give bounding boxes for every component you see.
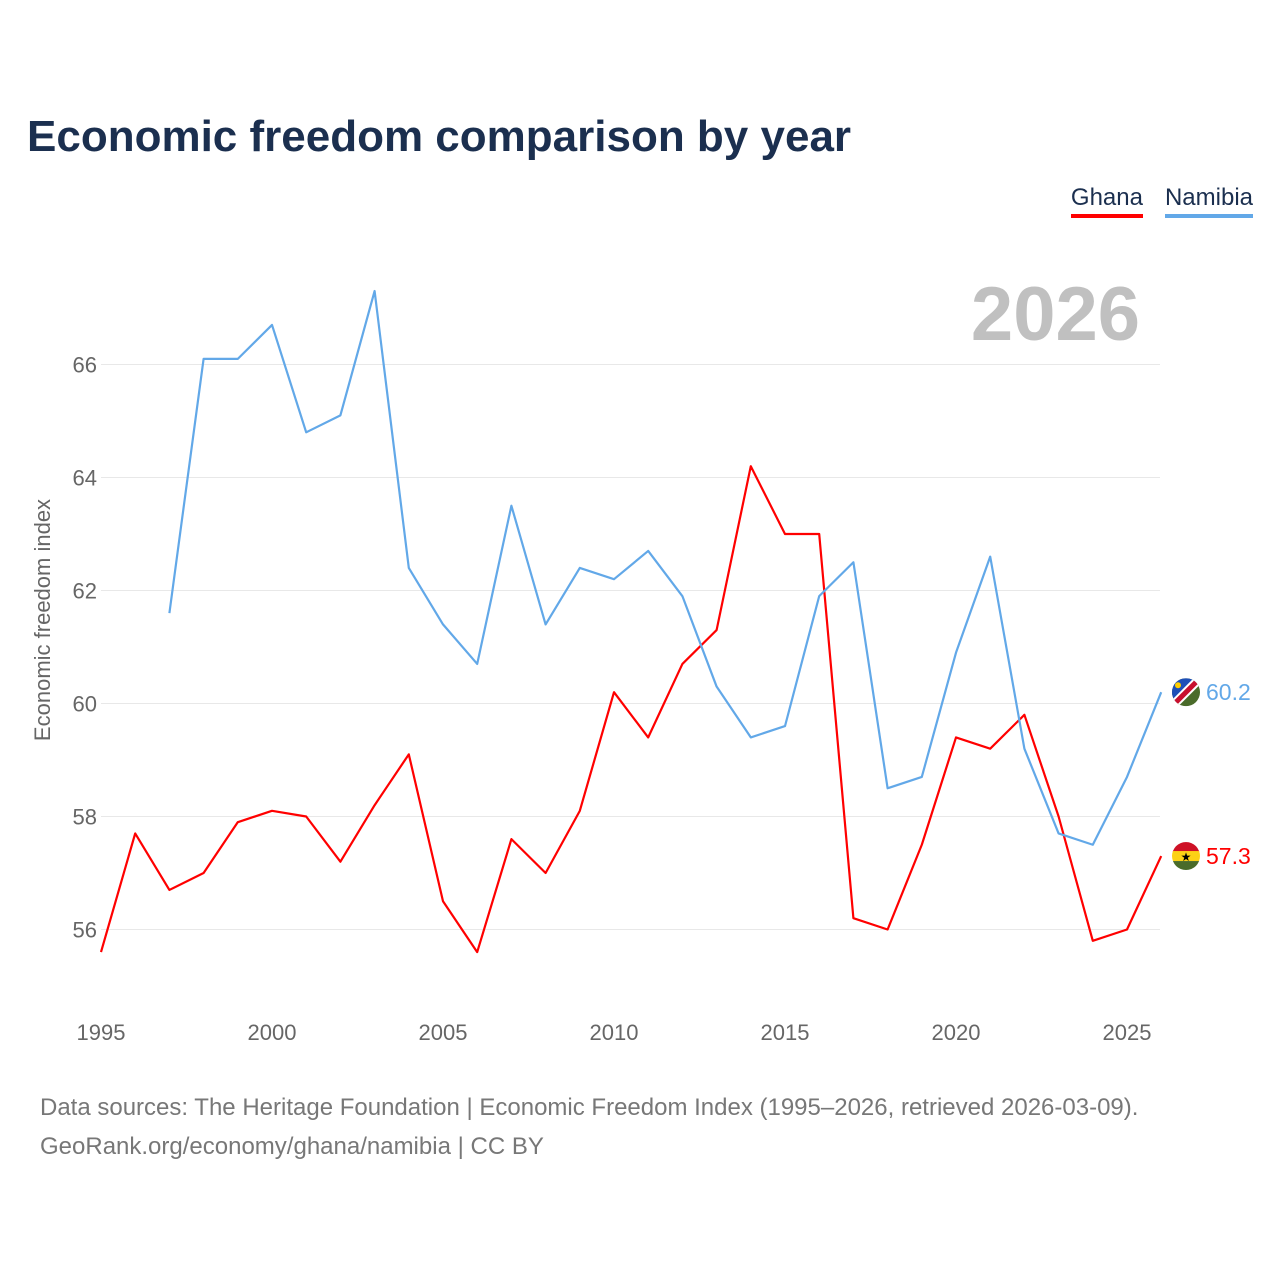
footer: Data sources: The Heritage Foundation | …: [40, 1088, 1138, 1166]
x-tick-label: 1995: [77, 1020, 126, 1045]
y-tick-label: 60: [73, 692, 97, 717]
series-line-namibia: [168, 289, 1163, 846]
y-tick-label: 56: [73, 918, 97, 943]
attribution: GeoRank.org/economy/ghana/namibia | CC B…: [40, 1133, 544, 1160]
chart-title: Economic freedom comparison by year: [27, 112, 852, 161]
y-tick-label: 58: [73, 805, 97, 830]
year-watermark: 2026: [971, 272, 1140, 357]
y-tick-label: 62: [73, 579, 97, 604]
y-axis-label: Economic freedom index: [30, 499, 55, 741]
series-line-ghana: [99, 465, 1163, 954]
end-value-label-ghana: 57.3: [1206, 843, 1251, 869]
y-tick-label: 66: [73, 353, 97, 378]
x-tick-label: 2005: [419, 1020, 468, 1045]
data-sources: Data sources: The Heritage Foundation | …: [40, 1094, 1139, 1121]
x-tick-label: 2025: [1103, 1020, 1152, 1045]
ghana-flag-icon: ★: [1172, 842, 1200, 871]
x-tick-label: 2015: [761, 1020, 810, 1045]
svg-text:★: ★: [1181, 850, 1192, 864]
x-tick-label: 2020: [932, 1020, 981, 1045]
legend-namibia[interactable]: Namibia: [1164, 184, 1253, 218]
x-tick-label: 2010: [590, 1020, 639, 1045]
end-value-label-namibia: 60.2: [1206, 679, 1251, 705]
legend: Ghana Namibia: [1070, 184, 1253, 218]
legend-ghana[interactable]: Ghana: [1070, 184, 1143, 218]
namibia-flag-icon: [1172, 678, 1200, 707]
y-tick-label: 64: [73, 466, 97, 491]
x-tick-label: 2000: [248, 1020, 297, 1045]
